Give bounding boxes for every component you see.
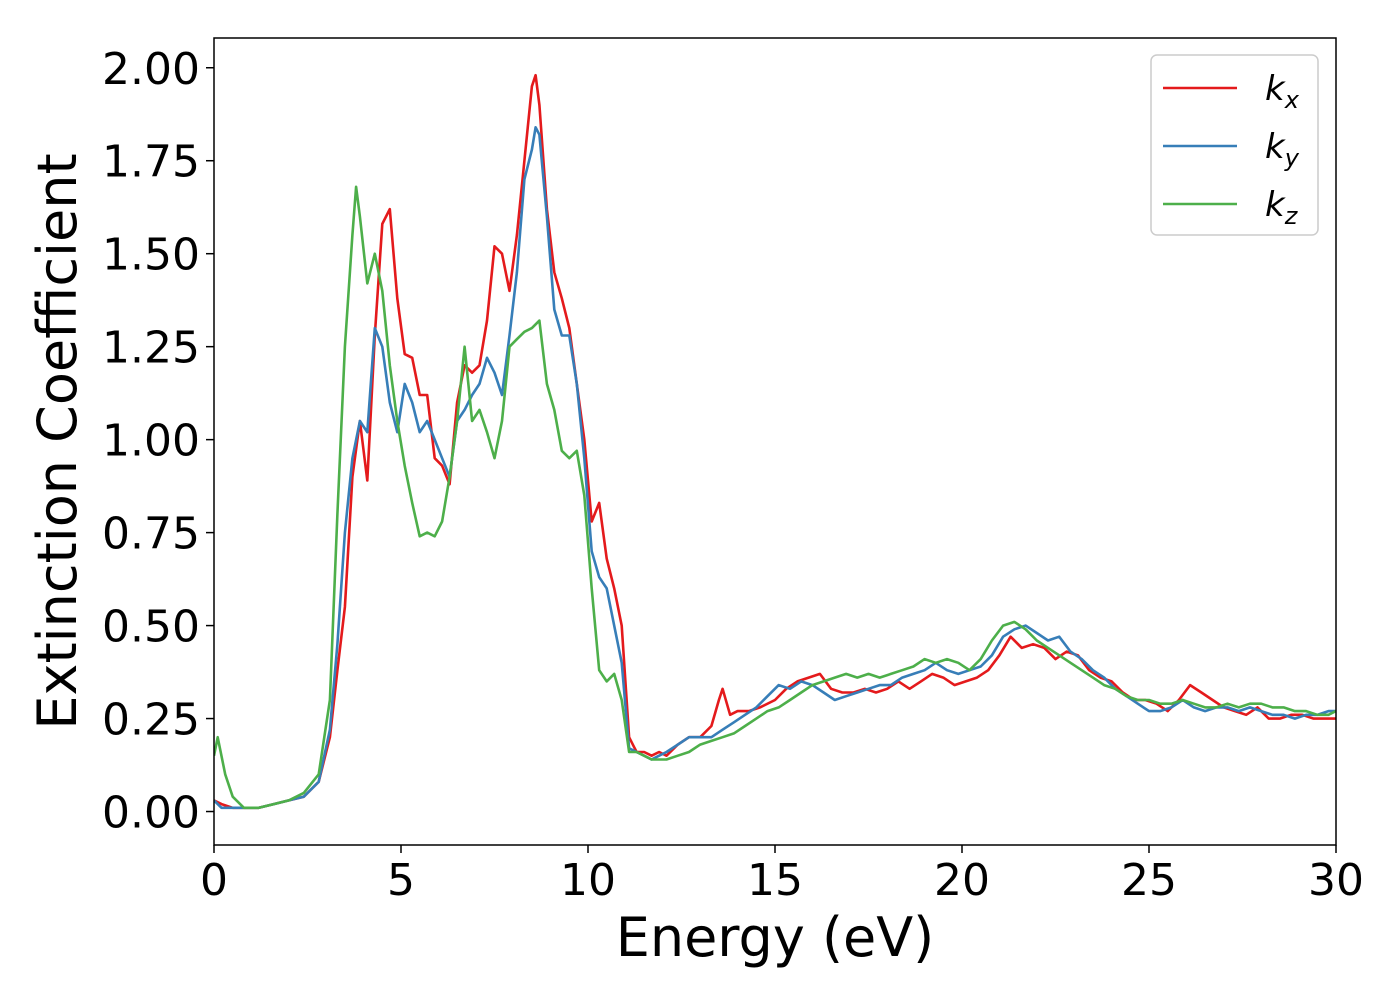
y-tick-label: 0.50 bbox=[102, 602, 200, 653]
y-axis: 0.00 0.25 0.50 0.75 1.00 1.25 1.50 1.75 2.00 bbox=[102, 44, 214, 839]
x-tick-label: 25 bbox=[1121, 855, 1177, 906]
y-tick-label: 0.75 bbox=[102, 509, 200, 560]
plot-lines bbox=[214, 73, 1336, 810]
y-tick-label: 2.00 bbox=[102, 44, 200, 95]
legend-label-z: kz bbox=[1265, 185, 1299, 230]
legend: kx ky kz bbox=[1150, 54, 1319, 236]
x-tick-label: 5 bbox=[387, 855, 415, 906]
y-axis-title: Extinction Coefficient bbox=[26, 153, 89, 729]
x-tick-label: 15 bbox=[747, 855, 803, 906]
x-axis: 0 5 10 15 20 25 30 bbox=[200, 845, 1364, 906]
y-tick-label: 1.50 bbox=[102, 230, 200, 281]
legend-label-y: ky bbox=[1265, 127, 1300, 172]
y-tick-label: 1.75 bbox=[102, 137, 200, 188]
x-tick-label: 20 bbox=[934, 855, 990, 906]
x-tick-label: 10 bbox=[560, 855, 616, 906]
series-line-z bbox=[214, 185, 1336, 810]
x-axis-title: Energy (eV) bbox=[616, 906, 935, 969]
legend-label-x: kx bbox=[1265, 69, 1300, 114]
y-tick-label: 0.00 bbox=[102, 788, 200, 839]
y-tick-label: 0.25 bbox=[102, 695, 200, 746]
y-tick-label: 1.25 bbox=[102, 323, 200, 374]
x-tick-label: 0 bbox=[200, 855, 228, 906]
y-tick-label: 1.00 bbox=[102, 416, 200, 467]
x-tick-label: 30 bbox=[1308, 855, 1364, 906]
